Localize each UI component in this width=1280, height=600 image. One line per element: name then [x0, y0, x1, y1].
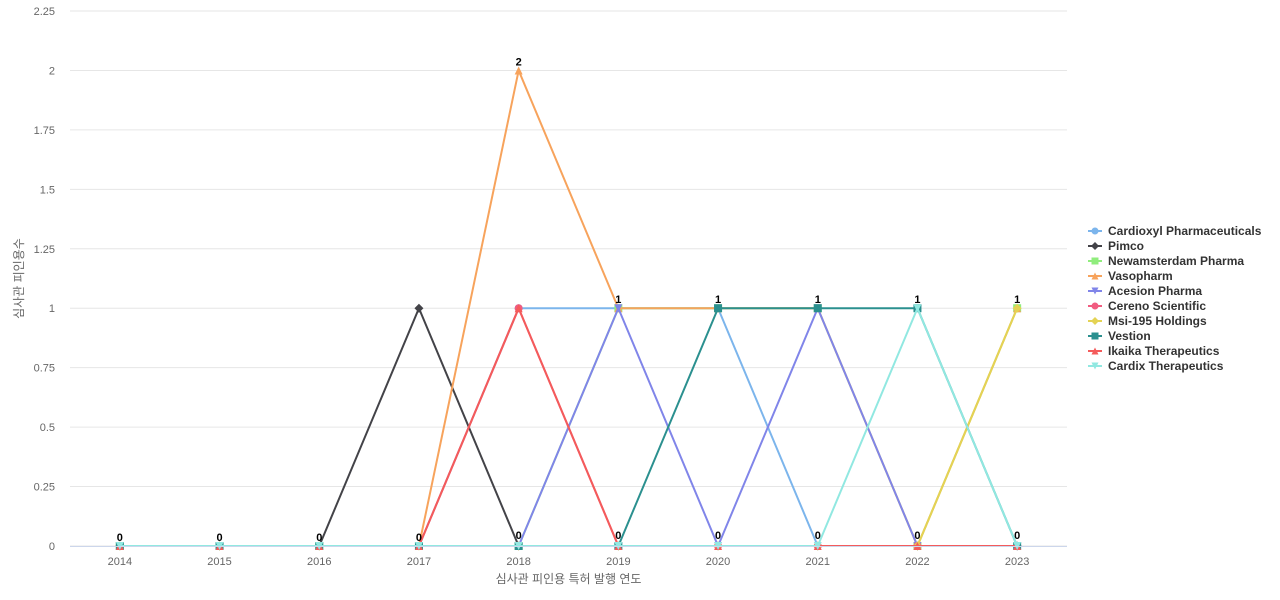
- data-label: 0: [615, 530, 621, 542]
- data-label: 0: [316, 532, 322, 544]
- data-label: 2: [516, 56, 522, 68]
- legend-symbol: [1091, 257, 1099, 265]
- legend-label: Newamsterdam Pharma: [1108, 254, 1244, 268]
- data-label: 0: [914, 530, 920, 542]
- data-label: 1: [815, 294, 821, 306]
- x-tick-label: 2019: [606, 556, 630, 568]
- legend-item-cereno-scientific: Cereno Scientific: [1088, 299, 1206, 313]
- data-label: 0: [815, 530, 821, 542]
- y-tick-label: 0.5: [40, 422, 55, 434]
- y-axis-title: 심사관 피인용수: [12, 238, 26, 319]
- x-tick-label: 2022: [905, 556, 929, 568]
- x-tick-label: 2017: [407, 556, 431, 568]
- legend-symbol: [1091, 242, 1099, 250]
- data-label: 0: [1014, 530, 1020, 542]
- data-label: 1: [615, 294, 621, 306]
- y-tick-label: 0.75: [34, 363, 55, 375]
- legend: Cardioxyl PharmaceuticalsPimcoNewamsterd…: [1088, 224, 1262, 373]
- data-label: 1: [1014, 294, 1020, 306]
- y-tick-label: 2: [49, 65, 55, 77]
- legend-symbol: [1091, 302, 1099, 310]
- data-label: 0: [216, 532, 222, 544]
- legend-item-cardioxyl-pharmaceuticals: Cardioxyl Pharmaceuticals: [1088, 224, 1262, 238]
- y-tick-label: 1.5: [40, 184, 55, 196]
- legend-label: Pimco: [1108, 239, 1144, 253]
- x-tick-label: 2021: [806, 556, 830, 568]
- data-point: [514, 66, 523, 75]
- legend-label: Cardix Therapeutics: [1108, 359, 1224, 373]
- data-point: [714, 304, 723, 313]
- x-tick-label: 2014: [108, 556, 132, 568]
- legend-label: Vestion: [1108, 329, 1151, 343]
- data-label: 0: [516, 530, 522, 542]
- x-tick-label: 2023: [1005, 556, 1029, 568]
- x-tick-label: 2020: [706, 556, 730, 568]
- legend-item-ikaika-therapeutics: Ikaika Therapeutics: [1088, 344, 1220, 358]
- y-tick-label: 0: [49, 541, 55, 553]
- legend-item-vestion: Vestion: [1088, 329, 1151, 343]
- legend-symbol: [1091, 317, 1099, 325]
- legend-label: Vasopharm: [1108, 269, 1173, 283]
- data-label: 1: [914, 294, 920, 306]
- data-point: [813, 304, 822, 313]
- data-point: [414, 303, 424, 313]
- data-point: [1012, 303, 1022, 313]
- legend-label: Msi-195 Holdings: [1108, 314, 1207, 328]
- legend-item-pimco: Pimco: [1088, 239, 1144, 253]
- data-label: 0: [416, 532, 422, 544]
- legend-item-msi-195-holdings: Msi-195 Holdings: [1088, 314, 1207, 328]
- data-label: 0: [117, 532, 123, 544]
- x-axis-title: 심사관 피인용 특허 발행 연도: [496, 571, 642, 586]
- data-point: [913, 304, 922, 313]
- legend-label: Acesion Pharma: [1108, 284, 1202, 298]
- legend-item-newamsterdam-pharma: Newamsterdam Pharma: [1088, 254, 1244, 268]
- x-tick-label: 2015: [207, 556, 231, 568]
- y-tick-label: 1: [49, 303, 55, 315]
- legend-item-cardix-therapeutics: Cardix Therapeutics: [1088, 359, 1224, 373]
- legend-symbol: [1091, 347, 1099, 355]
- x-tick-label: 2016: [307, 556, 331, 568]
- legend-label: Cardioxyl Pharmaceuticals: [1108, 224, 1262, 238]
- legend-symbol: [1091, 227, 1099, 235]
- legend-item-acesion-pharma: Acesion Pharma: [1088, 284, 1202, 298]
- y-tick-label: 2.25: [34, 6, 55, 18]
- data-point: [614, 304, 623, 313]
- y-tick-label: 1.75: [34, 125, 55, 137]
- legend-label: Ikaika Therapeutics: [1108, 344, 1220, 358]
- data-label: 0: [715, 530, 721, 542]
- legend-symbol: [1091, 332, 1099, 340]
- y-tick-label: 1.25: [34, 244, 55, 256]
- data-label-layer: 0 0 0 0 2 1 1 1 1 1 0 0 0 0 0 0: [117, 56, 1020, 544]
- legend-symbol: [1091, 272, 1099, 280]
- data-label: 1: [715, 294, 721, 306]
- axis-layer: 심사관 피인용 특허 발행 연도 심사관 피인용수 0 0.25 0.5 0.75 1 1…: [12, 6, 1067, 586]
- legend-symbol: [1091, 362, 1099, 370]
- y-tick-label: 0.25: [34, 482, 55, 494]
- legend-item-vasopharm: Vasopharm: [1088, 269, 1173, 283]
- legend-label: Cereno Scientific: [1108, 299, 1206, 313]
- x-tick-label: 2018: [506, 556, 530, 568]
- grid-layer: [70, 10, 1067, 547]
- legend-symbol: [1091, 287, 1099, 295]
- data-point: [514, 304, 523, 313]
